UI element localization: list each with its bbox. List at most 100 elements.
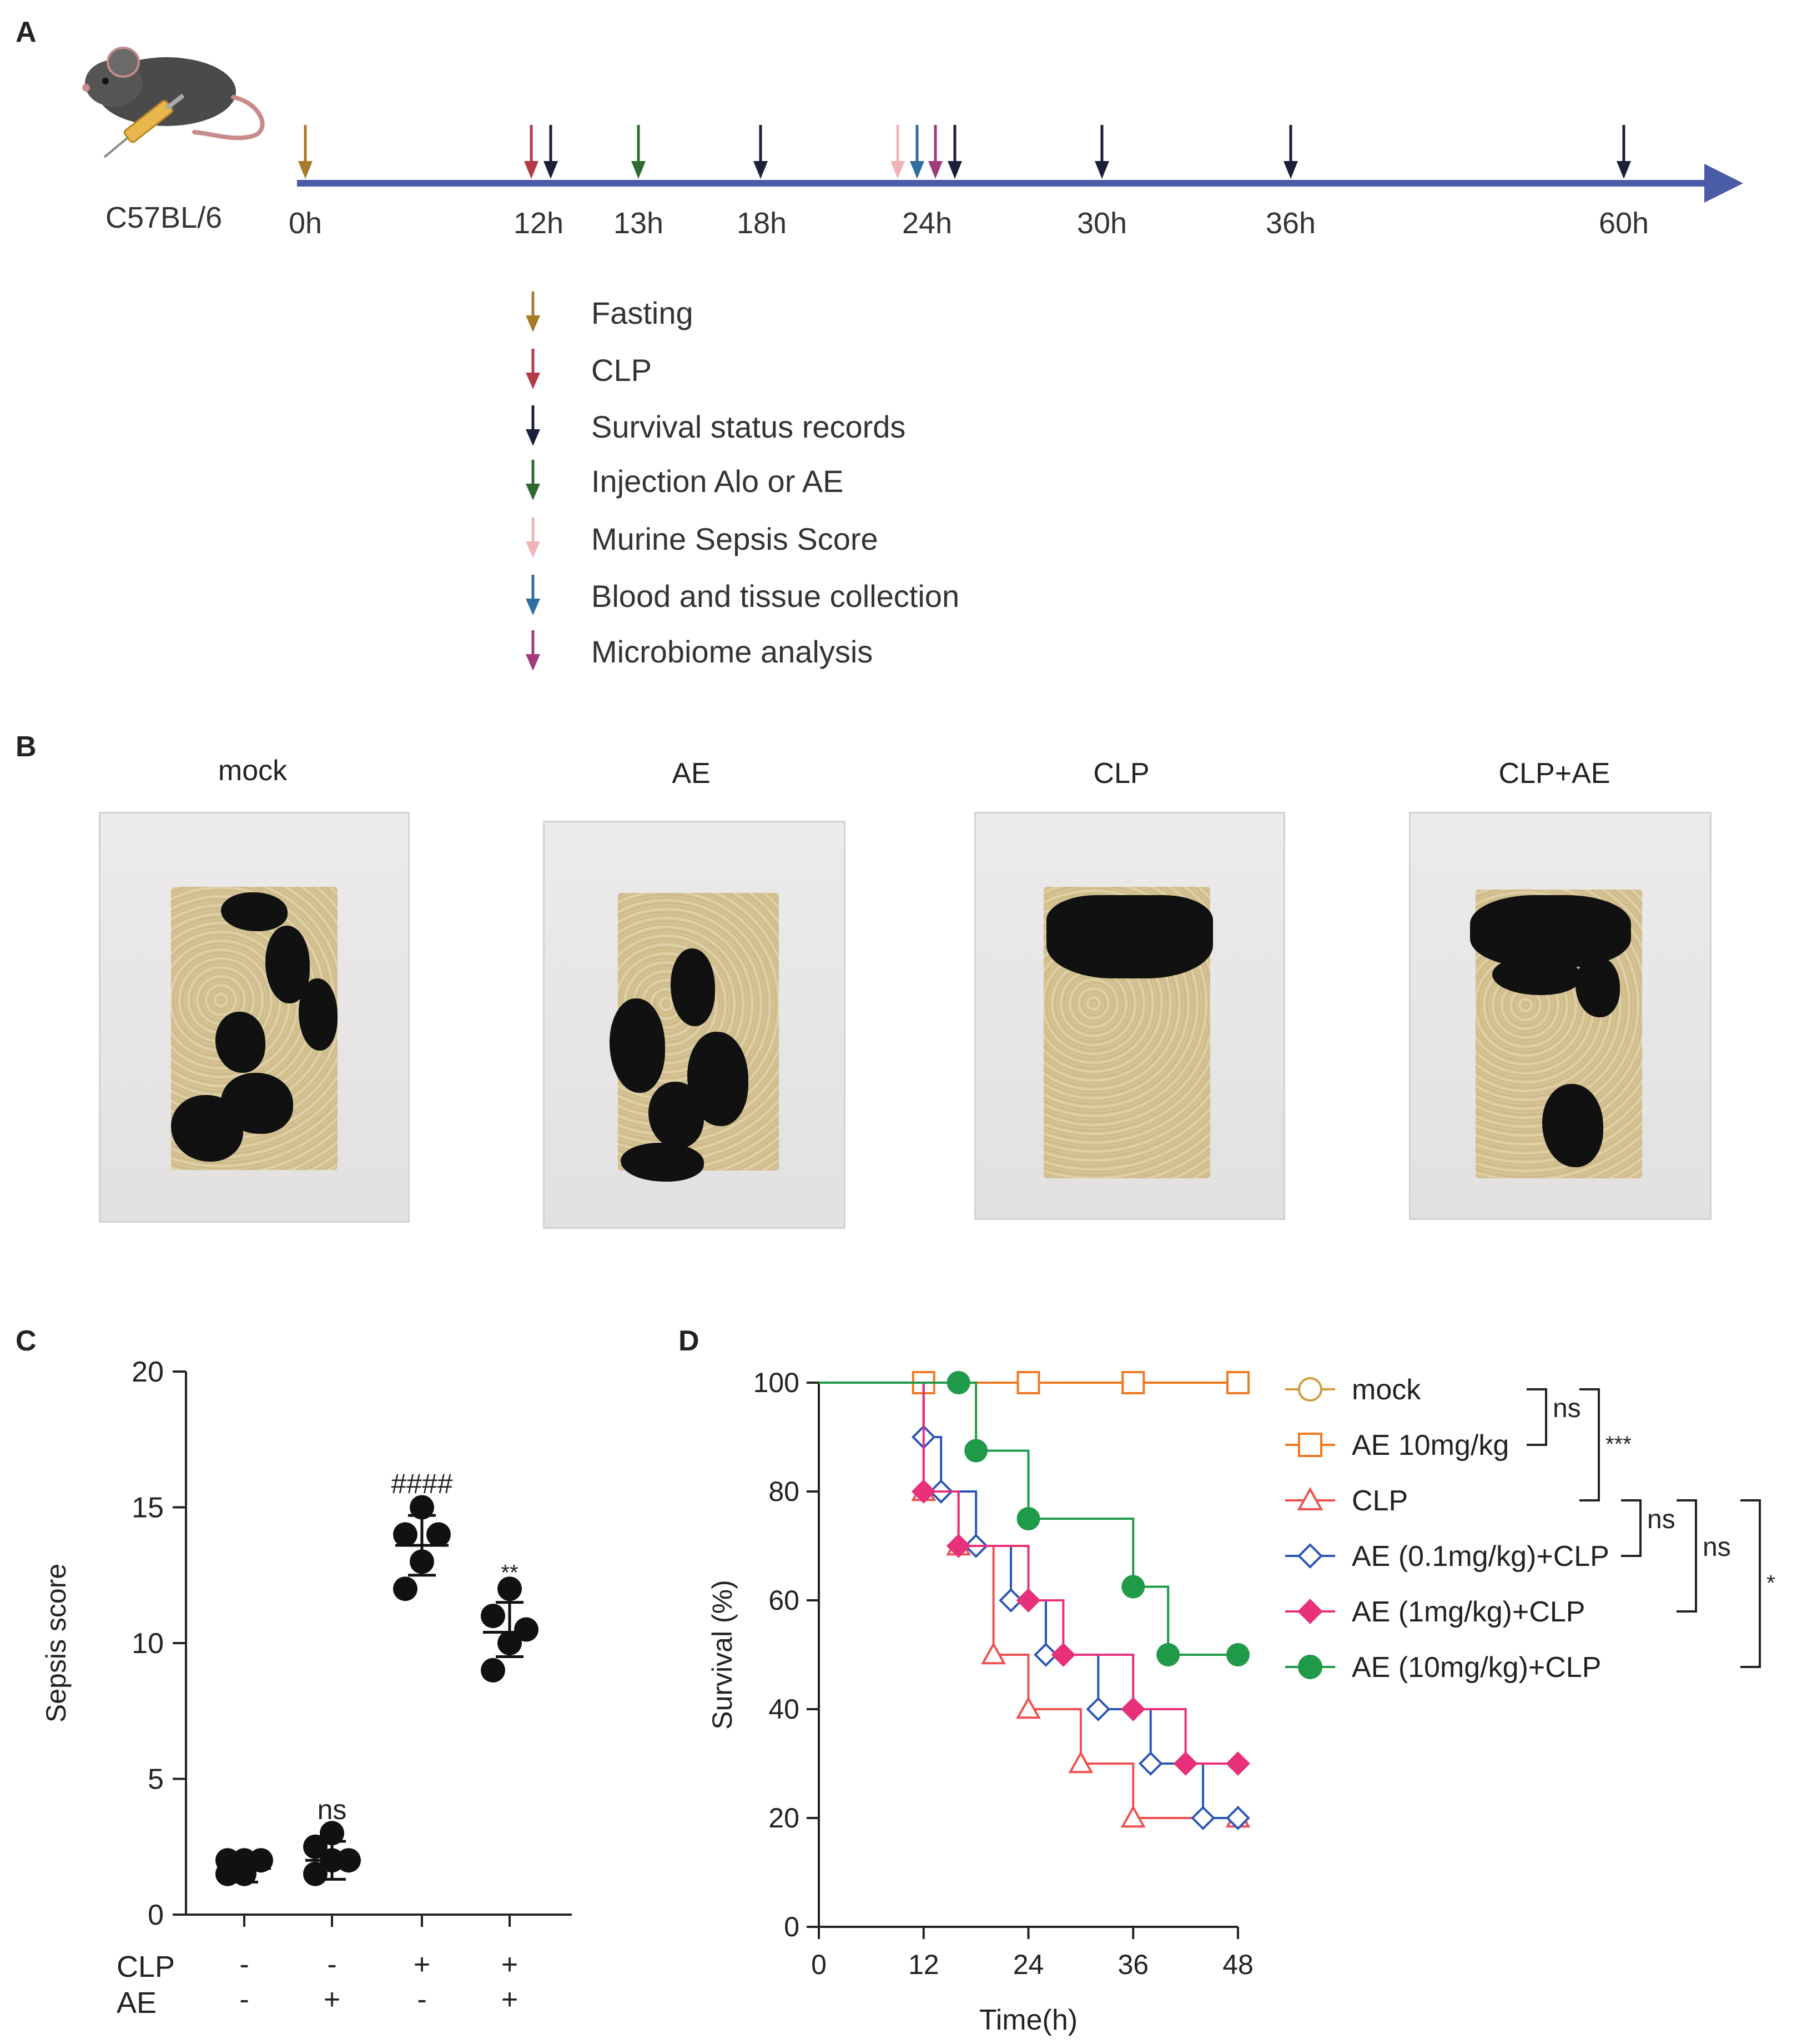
- y-tick-label: 5: [148, 1764, 164, 1796]
- significance-annotation: ns: [318, 1794, 347, 1825]
- timeline-ticks: 0h 12h 13h 18h 24h 30h 36h 60h: [289, 207, 1649, 240]
- photo-title: mock: [218, 755, 288, 787]
- survival-legend-item: AE (10mg/kg)+CLP: [1285, 1651, 1601, 1684]
- y-tick-label: 40: [768, 1694, 799, 1725]
- timeline-legend-item: Microbiome analysis: [526, 630, 873, 671]
- timeline-event-arrow: [910, 125, 924, 179]
- survival-marker: [1120, 1805, 1146, 1828]
- mouse-syringe-illustration: [82, 47, 265, 158]
- y-tick-label: 20: [768, 1802, 799, 1834]
- timeline-event-arrow: [1095, 125, 1109, 179]
- survival-legend-label: AE 10mg/kg: [1352, 1429, 1509, 1462]
- survival-marker: [1298, 1655, 1322, 1679]
- survival-marker: [1298, 1377, 1322, 1402]
- mouse: [610, 998, 665, 1093]
- timeline-legend-label: Murine Sepsis Score: [591, 521, 878, 556]
- survival-legend-item: mock: [1285, 1374, 1421, 1406]
- survival-marker: [1016, 1507, 1040, 1530]
- survival-legend-item: CLP: [1285, 1485, 1408, 1517]
- survival-marker: [1173, 1751, 1198, 1776]
- survival-marker: [1297, 1599, 1323, 1624]
- survival-marker: [1297, 1486, 1323, 1510]
- photo-titles: mock AE CLP CLP+AE: [218, 755, 1610, 790]
- survival-legend-item: AE (0.1mg/kg)+CLP: [1285, 1540, 1609, 1573]
- data-point: [410, 1495, 434, 1520]
- survival-legend-label: mock: [1352, 1374, 1421, 1406]
- timeline-event-arrow: [1617, 125, 1631, 179]
- timeline-legend-item: Injection Alo or AE: [526, 460, 844, 500]
- survival-marker: [964, 1439, 988, 1463]
- timeline-legend-label: Survival status records: [591, 409, 905, 444]
- timeline-event-arrows: [298, 125, 1631, 179]
- data-point: [320, 1821, 344, 1846]
- survival-marker: [1226, 1371, 1250, 1394]
- photo-clp-ae: [1409, 812, 1712, 1220]
- timeline-event-arrow: [298, 125, 313, 179]
- timeline-tick-label: 60h: [1599, 207, 1649, 240]
- timeline-tick-label: 24h: [902, 207, 952, 240]
- survival-marker: [1034, 1643, 1058, 1667]
- clp-sign: -: [327, 1948, 336, 1981]
- survival-marker: [1086, 1697, 1111, 1721]
- mouse: [215, 1012, 265, 1073]
- survival-legend-item: AE (1mg/kg)+CLP: [1285, 1596, 1585, 1628]
- survival-marker: [1016, 1371, 1040, 1394]
- significance-annotation: **: [501, 1561, 518, 1585]
- significance-label: ***: [1605, 1432, 1632, 1457]
- data-point: [481, 1658, 505, 1683]
- mouse: [1492, 956, 1581, 995]
- data-point: [514, 1617, 538, 1642]
- y-tick-label: 20: [132, 1356, 164, 1388]
- mouse-tail: [192, 95, 265, 140]
- timeline-tick-label: 30h: [1077, 207, 1127, 240]
- panel-d-letter: D: [678, 1325, 699, 1357]
- data-point: [393, 1522, 417, 1547]
- survival-chart: 0 20 40 60 80 100 0 12 24 36 48 Time(h) Survival (%)…: [707, 1367, 1775, 2036]
- mouse: [171, 1095, 243, 1162]
- clp-sign: +: [501, 1948, 518, 1981]
- significance-bracket: *: [1740, 1499, 1775, 1668]
- timeline-tick-label: 18h: [737, 207, 787, 240]
- timeline-event-arrow: [948, 125, 962, 179]
- photo-clp: [974, 812, 1285, 1220]
- timeline: [297, 164, 1743, 203]
- data-point: [497, 1576, 522, 1601]
- survival-marker: [1051, 1643, 1076, 1667]
- significance-label: ns: [1647, 1505, 1675, 1534]
- survival-marker: [1226, 1806, 1250, 1830]
- significance-bracket: ns: [1677, 1499, 1731, 1613]
- mouse: [671, 948, 715, 1026]
- mouse-ear: [107, 47, 140, 78]
- survival-series: [819, 1371, 1250, 1666]
- timeline-legend-label: Blood and tissue collection: [591, 579, 959, 614]
- ae-sign: +: [324, 1983, 340, 2016]
- ae-sign: +: [501, 1983, 518, 2016]
- timeline-tick-label: 12h: [514, 207, 563, 240]
- row-label-ae: AE: [117, 1986, 157, 2020]
- photo-ae: [543, 821, 845, 1229]
- survival-legend-label: AE (1mg/kg)+CLP: [1352, 1596, 1585, 1628]
- survival-legend-label: CLP: [1352, 1485, 1408, 1517]
- significance-label: *: [1766, 1571, 1775, 1595]
- survival-marker: [999, 1588, 1023, 1613]
- timeline-event-arrow: [631, 125, 646, 179]
- significance-label: ns: [1553, 1394, 1581, 1423]
- x-tick-label: 12: [908, 1949, 939, 1980]
- timeline-arrowhead: [1704, 164, 1743, 203]
- timeline-legend-label: Injection Alo or AE: [591, 464, 844, 499]
- syringe-plunger: [165, 93, 185, 111]
- survival-marker: [1226, 1751, 1250, 1776]
- survival-legend-item: AE 10mg/kg: [1285, 1429, 1509, 1462]
- mouse-eye: [102, 78, 109, 84]
- timeline-legend-item: Murine Sepsis Score: [526, 518, 878, 558]
- y-tick-label: 100: [753, 1367, 799, 1398]
- survival-marker: [1121, 1697, 1146, 1721]
- timeline-event-arrow: [1283, 125, 1298, 179]
- survival-marker: [911, 1479, 936, 1504]
- timeline-tick-label: 13h: [613, 207, 663, 240]
- timeline-legend-label: Microbiome analysis: [591, 634, 873, 669]
- x-axis-label: Time(h): [979, 2004, 1078, 2036]
- photo-mock: [99, 812, 410, 1223]
